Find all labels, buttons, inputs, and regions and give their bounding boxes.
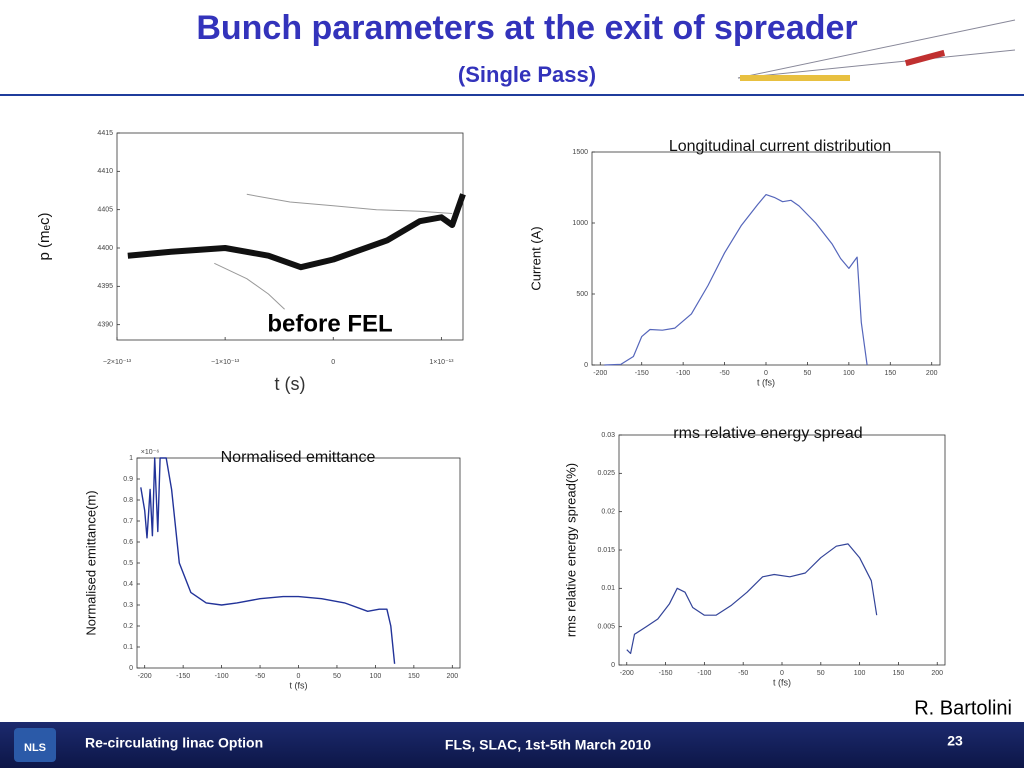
y-tick-label: 0.1	[123, 644, 133, 651]
y-tick-label: 0.7	[123, 518, 133, 525]
y-tick-label: 0.5	[123, 560, 133, 567]
x-tick-label: -100	[697, 670, 711, 677]
author: R. Bartolini	[914, 697, 1012, 719]
y-tick-label: 0.005	[597, 624, 615, 631]
x-tick-label: 150	[884, 370, 896, 377]
x-tick-label: 150	[893, 670, 905, 677]
x-tick-label: 50	[333, 673, 341, 680]
x-tick-label: 0	[780, 670, 784, 677]
data-line	[604, 194, 868, 366]
x-tick-label: -200	[593, 370, 607, 377]
plot-frame	[591, 151, 941, 366]
x-tick-label: -200	[138, 673, 152, 680]
y-axis-label: Current (A)	[528, 226, 543, 290]
x-tick-label: -150	[635, 370, 649, 377]
x-tick-label: -100	[215, 673, 229, 680]
x-tick-label: -50	[720, 370, 730, 377]
y-axis-label: p (mₑc)	[36, 212, 53, 260]
y-tick-label: 4410	[97, 168, 113, 175]
footer-bar	[0, 722, 1024, 768]
slide-title: Bunch parameters at the exit of spreader	[196, 9, 857, 47]
x-axis-label: t (fs)	[773, 677, 791, 687]
x-tick-label: 0	[297, 673, 301, 680]
x-tick-label: 100	[370, 673, 382, 680]
x-tick-label: 200	[931, 670, 943, 677]
x-tick-label: 100	[854, 670, 866, 677]
x-tick-label: 0	[331, 359, 335, 366]
data-line	[140, 457, 396, 664]
x-axis-label: t (fs)	[290, 680, 308, 690]
chart-title: rms relative energy spread	[673, 425, 862, 442]
plot-frame	[618, 434, 946, 666]
axis-multiplier: ×10⁻⁶	[141, 449, 160, 456]
plot-frame	[116, 132, 464, 341]
x-tick-label: -50	[255, 673, 265, 680]
x-tick-label: −2×10⁻¹³	[103, 359, 132, 366]
y-tick-label: 0	[129, 665, 133, 672]
y-tick-label: 0.2	[123, 623, 133, 630]
logo: NLS	[24, 742, 46, 754]
y-tick-label: 0.02	[601, 509, 615, 516]
y-tick-label: 0.3	[123, 602, 133, 609]
y-tick-label: 1000	[572, 220, 588, 227]
data-line	[127, 193, 466, 271]
y-tick-label: 0.01	[601, 585, 615, 592]
y-tick-label: 1500	[572, 149, 588, 156]
linac-icon	[737, 19, 1016, 81]
x-tick-label: -150	[659, 670, 673, 677]
footer-center: FLS, SLAC, 1st-5th March 2010	[445, 737, 651, 753]
y-tick-label: 0.9	[123, 476, 133, 483]
y-tick-label: 0.6	[123, 539, 133, 546]
x-axis-label: t (s)	[275, 374, 306, 394]
y-tick-label: 0	[611, 662, 615, 669]
y-tick-label: 0.8	[123, 497, 133, 504]
y-tick-label: 4395	[97, 283, 113, 290]
y-axis-label: Normalised emittance(m)	[83, 490, 98, 635]
x-tick-label: 150	[408, 673, 420, 680]
y-tick-label: 0.03	[601, 432, 615, 439]
y-tick-label: 0.025	[597, 470, 615, 477]
chart-title: Longitudinal current distribution	[669, 138, 891, 155]
y-tick-label: 4400	[97, 245, 113, 252]
x-tick-label: 100	[843, 370, 855, 377]
y-tick-label: 1	[129, 455, 133, 462]
x-tick-label: -200	[620, 670, 634, 677]
x-tick-label: -150	[176, 673, 190, 680]
slide-subtitle: (Single Pass)	[458, 62, 596, 87]
x-tick-label: 200	[926, 370, 938, 377]
logo-box	[14, 728, 56, 762]
y-tick-label: 0.015	[597, 547, 615, 554]
y-tick-label: 0	[584, 362, 588, 369]
x-tick-label: 200	[446, 673, 458, 680]
y-axis-label: rms relative energy spread(%)	[563, 463, 578, 637]
x-tick-label: 50	[817, 670, 825, 677]
y-tick-label: 4390	[97, 322, 113, 329]
data-line	[214, 262, 285, 310]
x-tick-label: 1×10⁻¹³	[429, 359, 454, 366]
data-line	[246, 193, 453, 214]
x-tick-label: -100	[676, 370, 690, 377]
x-tick-label: 0	[764, 370, 768, 377]
y-tick-label: 0.4	[123, 581, 133, 588]
x-tick-label: 50	[804, 370, 812, 377]
chart-title: Normalised emittance	[221, 449, 376, 466]
y-tick-label: 4415	[97, 130, 113, 137]
x-tick-label: -50	[738, 670, 748, 677]
x-tick-label: −1×10⁻¹³	[211, 359, 240, 366]
data-line	[626, 543, 878, 655]
x-axis-label: t (fs)	[757, 377, 775, 387]
annotation: before FEL	[267, 310, 392, 337]
page-number: 23	[947, 733, 963, 749]
plot-frame	[136, 457, 461, 669]
footer-left: Re-circulating linac Option	[85, 735, 263, 751]
y-tick-label: 500	[576, 291, 588, 298]
y-tick-label: 4405	[97, 207, 113, 214]
